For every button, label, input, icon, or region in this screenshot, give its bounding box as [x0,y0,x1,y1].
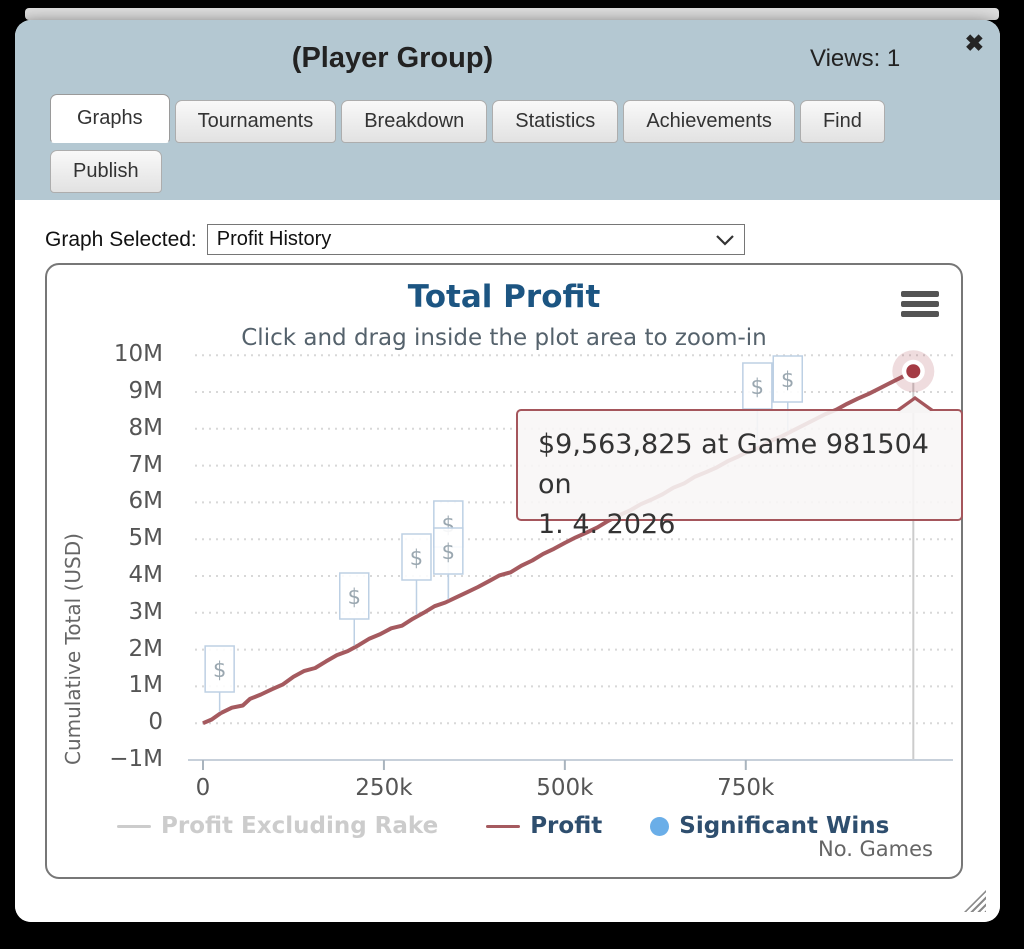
close-icon[interactable]: ✖ [964,30,984,56]
x-tick-label: 750k [717,775,775,801]
dollar-flag-icon: $ [751,375,764,399]
y-tick-label: 8M [128,414,163,441]
y-tick-label: 5M [128,525,163,552]
tooltip-line-1: $9,563,825 at Game 981504 on [538,429,929,500]
y-tick-label: 0 [148,709,163,736]
significant-win-flag [401,533,432,581]
significant-win-flag [339,572,370,620]
x-tick-label: 250k [355,775,413,801]
legend-line-swatch [117,824,151,828]
dollar-flag-icon: $ [348,585,361,609]
legend-item-profit-excluding-rake[interactable]: Profit Excluding Rake [117,813,438,839]
tabs-row-1: Graphs Tournaments Breakdown Statistics Achi… [50,91,1000,143]
dollar-flag-icon: $ [442,540,455,564]
chart-menu-icon[interactable] [901,291,939,321]
chart-subtitle: Click and drag inside the plot area to z… [241,325,767,351]
legend-line-swatch [486,824,521,828]
dollar-flag-icon: $ [213,658,226,682]
graph-select-value: Profit History [216,228,332,250]
tab-publish[interactable]: Publish [50,150,162,193]
tab-achievements[interactable]: Achievements [623,100,795,143]
y-tick-label: 1M [128,672,163,699]
tab-tournaments[interactable]: Tournaments [174,100,337,143]
y-tick-label: 9M [128,378,163,404]
page-behind-strip [25,8,999,20]
chart-tooltip: $9,563,825 at Game 981504 on 1. 4. 2026 [516,396,963,540]
tabs-row-2: Publish [50,147,1000,193]
y-tick-label: 6M [128,488,163,515]
dollar-flag-icon: $ [781,368,794,392]
graph-select-dropdown[interactable]: Profit History [206,224,745,255]
chart-title: Total Profit [407,279,601,315]
views-count: Views: 1 [810,44,901,72]
legend-item-significant-wins[interactable]: Significant Wins [650,813,889,839]
y-tick-label: 2M [128,635,163,662]
player-group-dialog: (Player Group) Views: 1 ✖ Graphs Tourname… [15,20,1000,922]
tab-find[interactable]: Find [799,100,885,143]
significant-win-flag [742,362,773,410]
chevron-down-icon [715,235,734,246]
tab-graphs[interactable]: Graphs [50,94,170,143]
dialog-body: Graph Selected: Profit History Total Pro… [15,224,1000,922]
dialog-title: (Player Group) [291,42,494,74]
profit-history-chart: Total Profit Click and drag inside the p… [45,263,963,879]
tooltip-line-2: 1. 4. 2026 [538,509,676,540]
legend-label: Profit Excluding Rake [161,813,439,839]
significant-win-flag [433,527,464,575]
legend-circle-swatch [650,816,670,836]
legend-label: Profit [530,813,603,839]
dollar-flag-icon: $ [410,546,423,570]
graph-selected-label: Graph Selected: [45,227,197,251]
x-axis-title: No. Games [818,837,933,861]
significant-win-flag [204,645,235,693]
dialog-header: (Player Group) Views: 1 ✖ Graphs Tourname… [15,20,1000,200]
hover-point-marker [906,364,921,379]
y-tick-label: 10M [113,341,163,368]
y-tick-label: 3M [128,598,163,625]
x-tick-label: 500k [536,775,594,801]
tab-breakdown[interactable]: Breakdown [341,100,488,143]
y-tick-label: 4M [128,562,163,588]
x-tick-label: 0 [195,775,211,801]
tab-statistics[interactable]: Statistics [492,100,619,143]
significant-win-flag [772,355,803,403]
legend-item-profit[interactable]: Profit [486,813,602,839]
y-tick-label: 7M [128,451,163,478]
y-tick-label: −1M [109,746,163,772]
legend-label: Significant Wins [679,813,890,839]
chart-legend: Profit Excluding Rake Profit Significant W… [47,813,961,839]
